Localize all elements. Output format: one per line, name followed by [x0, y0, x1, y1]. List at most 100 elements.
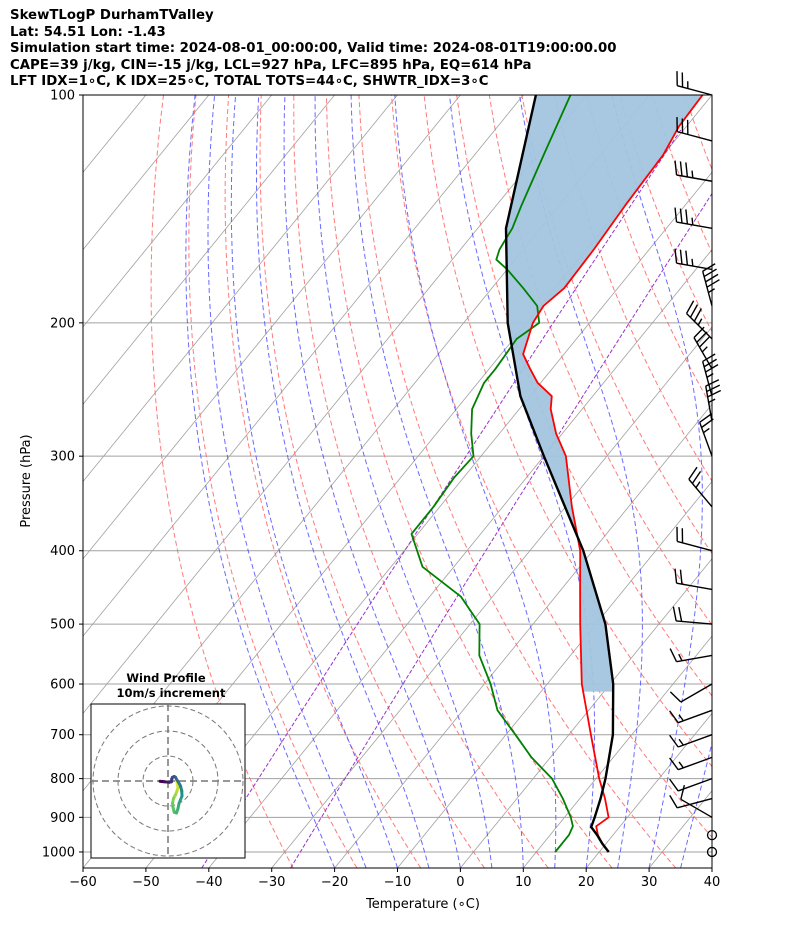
wind-barb-staff: [677, 85, 713, 96]
wind-barb-flag: [669, 691, 682, 703]
isotherm-line: [397, 480, 712, 868]
dry-adiabat-line: [224, 95, 422, 868]
temperature-line: [522, 95, 704, 853]
wind-barb-flag: [698, 336, 711, 348]
dry-adiabat-line: [651, 95, 712, 254]
y-tick-label: 900: [50, 811, 75, 826]
isotherm-line: [711, 867, 712, 868]
wind-barb-staff: [680, 798, 713, 818]
wind-barb-flag: [706, 384, 721, 393]
wind-barb-staff: [676, 654, 713, 663]
wind-barb-flag: [703, 358, 717, 368]
isotherm-line: [334, 403, 712, 868]
isotherm-line: [585, 712, 712, 868]
x-tick-label: 20: [578, 875, 595, 890]
skewt-background-lines: [83, 95, 794, 868]
hodograph-inset: Wind Profile 10m/s increment: [90, 671, 246, 859]
y-tick-label: 600: [50, 678, 75, 693]
wind-barb-staff: [677, 734, 713, 748]
wind-barb-half-flag: [678, 761, 684, 769]
dry-adiabat-line: [259, 95, 485, 868]
x-tick-label: 10: [515, 875, 532, 890]
wind-barb-staff: [688, 478, 713, 508]
dewpoint-line: [410, 95, 574, 853]
wind-barb-flag: [693, 308, 703, 322]
y-tick-label: 300: [50, 450, 75, 465]
x-tick-label: 0: [456, 875, 464, 890]
x-tick-label: 30: [641, 875, 658, 890]
wind-barb-flag: [706, 279, 720, 288]
moist-adiabat-line: [394, 95, 557, 868]
wind-barb-flag: [702, 263, 716, 272]
x-tick-label: −30: [258, 875, 285, 890]
wind-barb-staff: [676, 582, 713, 591]
wind-barb-flag: [674, 568, 678, 584]
wind-barb-half-flag: [678, 738, 684, 746]
wind-barb-flag: [685, 300, 695, 314]
time-line: Simulation start time: 2024-08-01_00:00:…: [10, 41, 617, 56]
dry-adiabat-line: [619, 95, 712, 333]
moist-adiabat-line: [314, 95, 493, 868]
calm-wind-circle: [706, 829, 718, 841]
wind-barb-staff: [677, 709, 713, 724]
wind-barb-half-flag: [691, 170, 694, 178]
indices-line-1: CAPE=39 j/kg, CIN=-15 j/kg, LCL=927 hPa,…: [10, 58, 532, 73]
wind-barb-staff: [677, 756, 713, 771]
moist-adiabat-line: [230, 95, 398, 868]
wind-barb-flag: [669, 648, 678, 662]
isotherm-line: [83, 95, 335, 405]
wind-barb-flag: [705, 273, 719, 283]
dry-adiabat-line: [456, 95, 712, 697]
wind-barb-flag: [669, 778, 679, 792]
y-tick-label: 200: [50, 316, 75, 331]
x-tick-label: −40: [195, 875, 222, 890]
isotherm-line: [83, 95, 398, 483]
moist-adiabat-line: [680, 741, 712, 868]
wind-barb-staff: [677, 130, 713, 142]
wind-barb-flag: [703, 268, 717, 278]
isotherm-line: [83, 95, 84, 96]
wind-barb-staff: [677, 797, 713, 809]
wind-barb-flag: [672, 606, 677, 622]
wind-barb-flag: [674, 248, 678, 264]
moist-adiabat-line: [519, 95, 643, 868]
skewt-axes: −60 −50 −40 −30 −20 −10 0 10 20 30 40 1000 900 800 700…: [42, 89, 720, 891]
isotherm-line: [83, 95, 461, 560]
wind-barb-flag: [674, 160, 678, 176]
wind-barb-half-flag: [706, 373, 714, 378]
wind-barb-half-flag: [678, 653, 683, 662]
dry-adiabat-line: [521, 95, 712, 555]
wind-barb-staff: [699, 422, 713, 457]
moist-adiabat-line: [711, 866, 712, 868]
wind-barb-half-flag: [695, 481, 701, 489]
isotherm-line: [271, 326, 712, 868]
dry-adiabat-line: [188, 95, 358, 868]
wind-barb-staff: [705, 385, 713, 422]
y-tick-label: 700: [50, 728, 75, 743]
dry-adiabat-line: [783, 95, 794, 868]
moist-adiabat-line: [207, 95, 367, 868]
dry-adiabat-line: [293, 95, 549, 868]
wind-barb-flag: [674, 207, 678, 223]
indices-line-2: LFT IDX=1∘C, K IDX=25∘C, TOTAL TOTS=44∘C…: [10, 74, 489, 89]
hodograph-title: Wind Profile: [126, 671, 206, 685]
skewt-data-layer: [410, 95, 704, 853]
wind-barb-half-flag: [678, 714, 684, 722]
x-tick-label: −60: [69, 875, 96, 890]
wind-barb-flag: [669, 710, 679, 724]
wind-barb-flag: [679, 569, 683, 585]
isotherm-line: [522, 635, 712, 868]
wind-barb-staff: [676, 174, 713, 182]
wind-barb-flag: [680, 785, 686, 800]
y-tick-label: 1000: [42, 845, 75, 860]
mixing-ratio-line: [201, 126, 684, 868]
calm-wind-circle: [706, 846, 718, 858]
wind-barb-flag: [707, 389, 722, 398]
wind-barb-flag: [702, 353, 716, 363]
wind-barb-staff: [702, 361, 713, 397]
dry-adiabat-line: [150, 95, 294, 868]
wind-barb-half-flag: [697, 318, 703, 326]
mixing-ratio-line: [290, 192, 712, 868]
wind-barb-staff: [702, 271, 713, 307]
